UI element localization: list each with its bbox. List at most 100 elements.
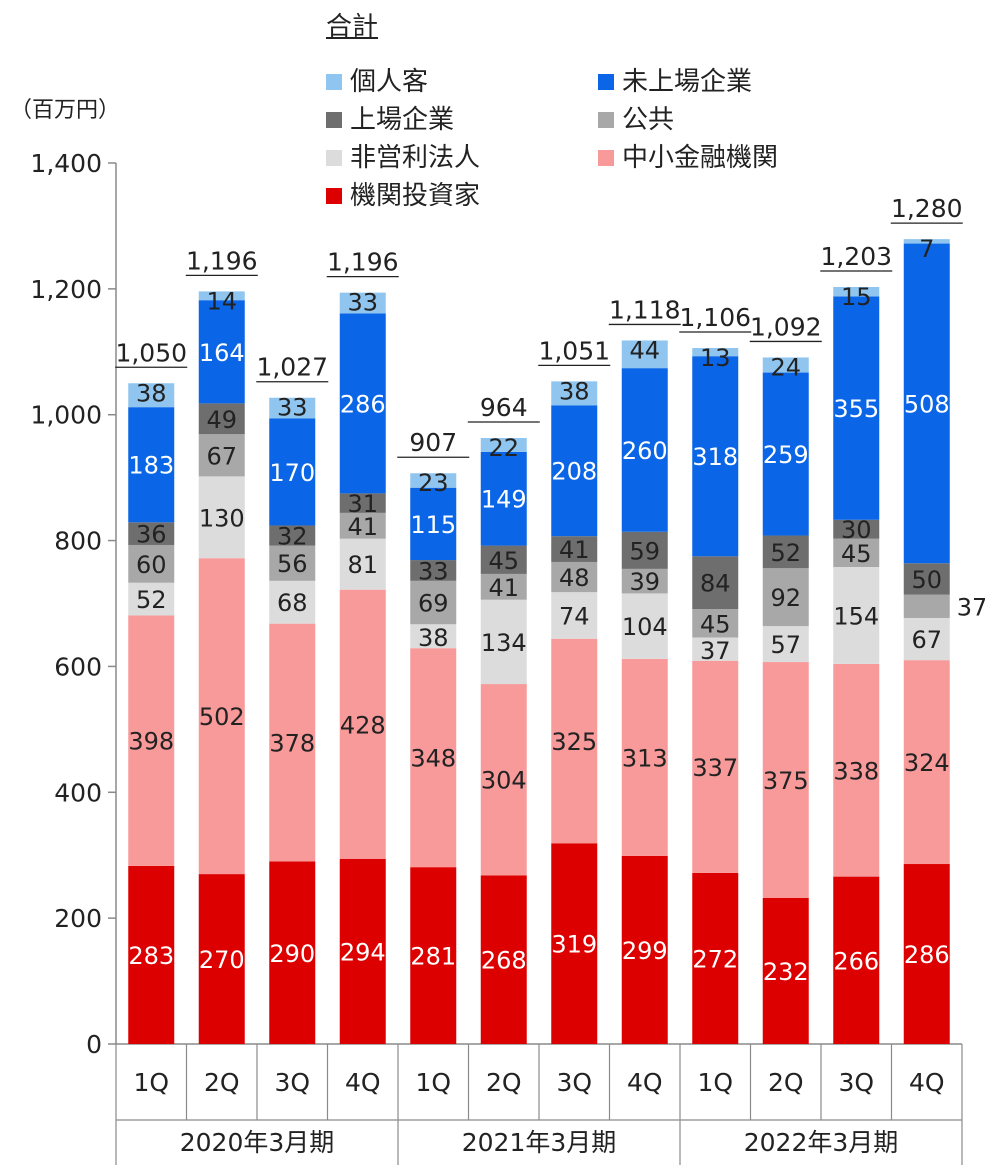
data-label: 24 <box>770 353 801 381</box>
bar-segment <box>903 563 950 595</box>
bar-segment <box>339 292 386 314</box>
data-label: 304 <box>481 767 527 795</box>
data-label: 319 <box>551 931 597 959</box>
data-label: 49 <box>206 406 237 434</box>
bar-segment <box>128 865 175 1044</box>
data-label: 50 <box>911 566 942 594</box>
legend-item: 機関投資家 <box>326 176 480 216</box>
bar-segment <box>339 538 386 590</box>
bar-segment <box>833 519 880 539</box>
legend-label: 公共 <box>622 105 675 135</box>
data-label: 33 <box>277 394 308 422</box>
bar-segment <box>128 615 175 866</box>
x-tick-label: 1Q <box>415 1068 451 1097</box>
bar-segment <box>833 296 880 520</box>
data-label: 378 <box>269 730 315 758</box>
x-tick-label: 3Q <box>274 1068 310 1097</box>
bar-segment <box>762 662 809 899</box>
total-label: 1,118 <box>609 295 681 324</box>
bar-segment <box>762 568 809 627</box>
bar-segment <box>762 372 809 536</box>
bar-segment <box>269 545 316 581</box>
bar-segment <box>621 340 668 369</box>
bar-segment <box>410 624 457 649</box>
bar-segment <box>198 874 245 1044</box>
data-label: 38 <box>559 377 590 405</box>
legend-swatch <box>598 74 614 90</box>
data-label: 260 <box>622 437 668 465</box>
data-label: 149 <box>481 486 527 514</box>
bar-segment <box>269 580 316 624</box>
bar-segment <box>551 638 598 844</box>
data-label: 270 <box>199 946 245 974</box>
data-label: 7 <box>919 235 934 263</box>
bar-segment <box>551 381 598 406</box>
x-tick-label: 2Q <box>204 1068 240 1097</box>
data-label: 41 <box>559 536 590 564</box>
legend-item: 上場企業 <box>326 100 454 140</box>
bar-segment <box>692 556 739 610</box>
legend-label: 個人客 <box>350 67 429 97</box>
bar-segment <box>410 648 457 868</box>
data-label: 45 <box>488 547 519 575</box>
legend-swatch <box>326 188 342 204</box>
bar-segment <box>692 348 739 357</box>
bar-segment <box>621 368 668 532</box>
bar-segment <box>692 872 739 1044</box>
data-label: 313 <box>622 744 668 772</box>
data-label: 232 <box>763 958 809 986</box>
bar-segment <box>833 663 880 877</box>
data-label: 74 <box>559 602 590 630</box>
total-label: 1,051 <box>538 336 610 365</box>
y-tick-label: 600 <box>54 652 102 681</box>
x-tick-label: 4Q <box>909 1068 945 1097</box>
data-label: 84 <box>700 570 731 598</box>
legend-swatch <box>326 112 342 128</box>
bar-segment <box>762 357 809 373</box>
data-label: 318 <box>692 443 738 471</box>
bar-segment <box>833 876 880 1044</box>
data-label: 68 <box>277 589 308 617</box>
data-label: 37 <box>957 593 985 621</box>
bar-segment <box>833 567 880 664</box>
data-label: 52 <box>770 539 801 567</box>
x-tick-label: 3Q <box>556 1068 592 1097</box>
bar-segment <box>128 383 175 408</box>
data-label: 428 <box>340 711 386 739</box>
data-label: 33 <box>418 557 449 585</box>
data-label: 375 <box>763 767 809 795</box>
legend-swatch <box>598 112 614 128</box>
data-label: 325 <box>551 728 597 756</box>
data-label: 13 <box>700 344 731 372</box>
data-label: 52 <box>136 586 167 614</box>
data-label: 502 <box>199 703 245 731</box>
bar-segment <box>762 626 809 663</box>
bar-segment <box>762 898 809 1044</box>
data-label: 266 <box>833 947 879 975</box>
bar-segment <box>128 544 175 583</box>
bar-segment <box>480 437 527 452</box>
x-tick-label: 2Q <box>486 1068 522 1097</box>
x-tick-label: 3Q <box>838 1068 874 1097</box>
bar-segment <box>480 451 527 546</box>
data-label: 183 <box>128 452 174 480</box>
bar-segment <box>621 658 668 856</box>
y-tick-label: 800 <box>54 527 102 556</box>
data-label: 272 <box>692 945 738 973</box>
data-label: 36 <box>136 521 167 549</box>
bar-segment <box>480 599 527 685</box>
bar-segment <box>692 637 739 661</box>
bar-segment <box>903 864 950 1044</box>
bar-segment <box>692 660 739 873</box>
data-label: 286 <box>904 941 950 969</box>
data-label: 45 <box>841 540 872 568</box>
y-tick-label: 1,000 <box>30 401 102 430</box>
x-group-label: 2021年3月期 <box>462 1128 617 1157</box>
legend-item: 未上場企業 <box>598 62 752 102</box>
data-label: 14 <box>206 287 237 315</box>
data-label: 290 <box>269 940 315 968</box>
y-tick-label: 400 <box>54 778 102 807</box>
legend-label: 中小金融機関 <box>622 143 779 173</box>
data-label: 33 <box>347 289 378 317</box>
bar-segment <box>692 609 739 638</box>
